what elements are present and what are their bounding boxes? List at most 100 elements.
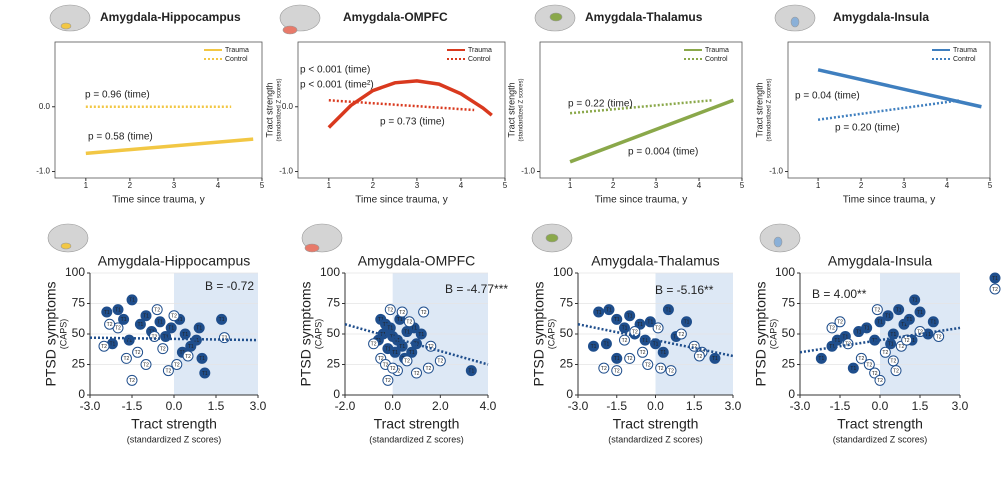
point <box>927 316 939 328</box>
point <box>637 346 649 358</box>
plot-frame <box>54 41 263 179</box>
point-label: T2 <box>390 366 396 372</box>
point-label: T2 <box>858 356 864 362</box>
annotation: p = 0.73 (time) <box>380 117 445 128</box>
point-label: T2 <box>221 335 227 341</box>
x-tick-label: 3 <box>654 181 659 190</box>
y-axis-sublabel: (CAPS) <box>546 319 556 350</box>
point <box>855 352 867 364</box>
y-axis-label: Tract strength <box>264 82 274 137</box>
annotation: p = 0.20 (time) <box>835 123 900 134</box>
x-tick-label: -1.5 <box>606 399 627 413</box>
chart-title: Amygdala-Insula <box>828 253 932 269</box>
point-label: T2 <box>837 320 843 326</box>
x-tick-label: 1 <box>568 181 573 190</box>
legend-label: Control <box>705 56 728 63</box>
point-label: T2 <box>174 362 180 368</box>
point-label: T1 <box>392 350 398 356</box>
series-line <box>327 79 493 129</box>
series-line <box>85 137 254 156</box>
point-label: T1 <box>834 338 840 344</box>
point-label: T1 <box>896 307 902 313</box>
point <box>834 316 846 328</box>
x-tick-label: 2 <box>611 181 616 190</box>
point-label: T2 <box>135 350 141 356</box>
y-tick-label: -1.0 <box>769 167 783 176</box>
annotation: B = -0.72 <box>205 279 254 293</box>
chart-title: Amygdala-Hippocampus <box>98 253 251 269</box>
point-label: T1 <box>404 329 410 335</box>
point <box>216 313 228 325</box>
legend-label: Trauma <box>225 47 249 54</box>
point <box>134 318 146 330</box>
x-tick-label: 4.0 <box>480 399 497 413</box>
point <box>434 355 446 367</box>
x-axis-sublabel: (standardized Z scores) <box>369 434 464 444</box>
point-label: T1 <box>468 368 474 374</box>
annotation: p = 0.58 (time) <box>88 132 153 143</box>
chart-title: Amygdala-Insula <box>833 10 929 24</box>
point-label: T1 <box>673 334 679 340</box>
annotation: p = 0.22 (time) <box>568 99 633 110</box>
x-axis-label: Tract strength <box>613 416 699 432</box>
fit-line <box>344 323 489 366</box>
point-label: T2 <box>890 359 896 365</box>
point-label: T1 <box>665 307 671 313</box>
x-tick-label: 1.5 <box>208 399 225 413</box>
y-tick-label: 100 <box>65 265 85 279</box>
y-tick-label: 25 <box>782 357 796 371</box>
x-tick-label: 3 <box>415 181 420 190</box>
point <box>665 365 677 377</box>
point-label: T1 <box>901 322 907 328</box>
y-axis-label: Tract strength <box>506 82 516 137</box>
x-tick-label: 5 <box>260 181 265 190</box>
y-axis-sublabel: (CAPS) <box>768 319 778 350</box>
point-label: T1 <box>917 310 923 316</box>
point <box>406 346 418 358</box>
point-label: T2 <box>160 346 166 352</box>
point-label: T1 <box>409 350 415 356</box>
point-label: T2 <box>385 378 391 384</box>
point-label: T2 <box>645 362 651 368</box>
y-tick-label: -1.0 <box>521 167 535 176</box>
point <box>871 304 883 316</box>
plot-frame <box>297 41 506 179</box>
x-tick-label: 3.0 <box>725 399 742 413</box>
y-axis-sublabel: (standardized Z scores) <box>277 78 283 141</box>
fit-line <box>89 336 259 342</box>
point <box>126 294 138 306</box>
x-tick-label: 5 <box>740 181 745 190</box>
legend-label: T1 <box>992 276 998 282</box>
point-label: T2 <box>678 332 684 338</box>
point <box>403 316 415 328</box>
y-tick-label: 75 <box>72 296 86 310</box>
y-tick-label: 0 <box>78 387 85 401</box>
point <box>914 326 926 338</box>
point <box>652 322 664 334</box>
point-label: T1 <box>199 356 205 362</box>
y-tick-label: 75 <box>327 296 341 310</box>
point-label: T2 <box>632 329 638 335</box>
point <box>600 338 612 350</box>
series-line <box>817 99 961 121</box>
x-tick-label: 2 <box>128 181 133 190</box>
point <box>869 367 881 379</box>
point-label: T2 <box>874 307 880 313</box>
point-label: T2 <box>378 356 384 362</box>
series-line <box>569 98 735 164</box>
point-label: T2 <box>123 356 129 362</box>
chart-title: Amygdala-Hippocampus <box>100 10 241 24</box>
point <box>681 316 692 328</box>
x-tick-label: 4 <box>697 181 702 190</box>
point-label: T1 <box>182 332 188 338</box>
point-label: T1 <box>627 314 633 320</box>
point-label: T1 <box>109 342 115 348</box>
point <box>112 304 124 316</box>
x-tick-label: -2.0 <box>335 399 356 413</box>
point-label: T2 <box>936 334 942 340</box>
x-axis-label: Time since trauma, y <box>843 195 935 206</box>
point <box>140 310 152 322</box>
x-axis-label: Tract strength <box>837 416 923 432</box>
annotation: B = -5.16** <box>655 283 714 297</box>
